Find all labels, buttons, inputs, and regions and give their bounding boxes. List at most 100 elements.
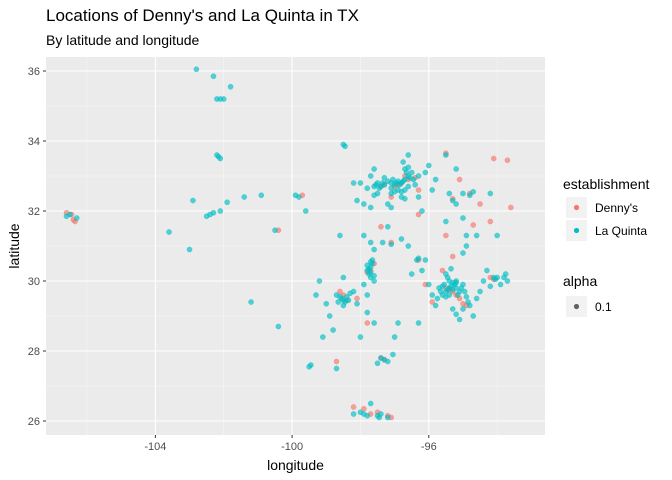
point-laquinta: [408, 169, 415, 176]
point-laquinta: [364, 412, 371, 419]
point-laquinta: [74, 215, 80, 221]
point-laquinta: [463, 293, 470, 300]
point-laquinta: [308, 362, 314, 368]
grid-minor: [46, 57, 545, 435]
point-laquinta: [379, 239, 386, 246]
point-laquinta: [345, 297, 352, 303]
point-laquinta: [455, 292, 461, 298]
point-laquinta: [371, 183, 377, 190]
point-laquinta: [448, 265, 454, 272]
point-laquinta: [248, 299, 254, 305]
point-laquinta: [207, 211, 213, 218]
point-dennys: [504, 157, 511, 163]
point-laquinta: [477, 288, 483, 295]
point-laquinta: [367, 239, 374, 246]
point-laquinta: [453, 311, 459, 317]
point-laquinta: [429, 187, 435, 193]
point-laquinta: [357, 180, 364, 186]
point-dennys: [456, 176, 463, 183]
point-laquinta: [460, 306, 466, 312]
point-laquinta: [460, 215, 466, 221]
y-axis-title: latitude: [6, 223, 22, 268]
y-tick-label: 26: [28, 416, 40, 428]
point-laquinta: [313, 292, 319, 298]
point-dennys: [470, 222, 476, 228]
point-laquinta: [323, 300, 330, 307]
point-laquinta: [371, 278, 377, 284]
point-laquinta: [330, 327, 336, 333]
point-laquinta: [364, 292, 371, 298]
y-tick-label: 28: [28, 346, 40, 358]
point-laquinta: [385, 178, 391, 184]
point-dennys: [449, 253, 456, 260]
point-laquinta: [453, 166, 459, 172]
point-laquinta: [361, 281, 367, 288]
point-laquinta: [193, 66, 200, 73]
point-laquinta: [461, 288, 468, 295]
point-laquinta: [453, 201, 459, 207]
point-laquinta: [408, 271, 415, 277]
point-laquinta: [484, 267, 490, 274]
point-dennys: [415, 187, 422, 193]
point-laquinta: [385, 201, 391, 207]
point-laquinta: [371, 272, 377, 279]
point-laquinta: [419, 208, 425, 214]
point-laquinta: [340, 302, 347, 309]
point-laquinta: [342, 143, 348, 149]
point-laquinta: [364, 309, 371, 316]
point-laquinta: [412, 181, 418, 188]
point-laquinta: [388, 190, 394, 197]
point-laquinta: [463, 232, 470, 239]
point-dennys: [508, 204, 514, 211]
point-laquinta: [494, 274, 500, 281]
point-laquinta: [320, 334, 326, 340]
point-laquinta: [364, 185, 371, 191]
point-laquinta: [446, 190, 453, 197]
data-points: [63, 66, 514, 421]
point-laquinta: [63, 213, 70, 219]
point-dennys: [490, 155, 497, 162]
legend-label-alpha: 0.1: [595, 300, 612, 314]
point-laquinta: [337, 232, 343, 239]
point-laquinta: [272, 227, 278, 233]
point-laquinta: [369, 257, 376, 263]
point-laquinta: [426, 281, 432, 288]
point-laquinta: [487, 283, 494, 289]
point-laquinta: [361, 232, 367, 239]
point-dennys: [443, 232, 449, 239]
point-laquinta: [463, 243, 470, 249]
point-laquinta: [429, 292, 435, 298]
point-laquinta: [405, 152, 412, 158]
point-laquinta: [367, 400, 374, 407]
point-laquinta: [470, 313, 476, 319]
point-laquinta: [422, 257, 429, 263]
x-tick-label: -104: [144, 441, 166, 453]
point-laquinta: [449, 197, 456, 204]
point-laquinta: [333, 292, 340, 298]
point-laquinta: [487, 190, 494, 197]
point-laquinta: [224, 199, 230, 205]
point-laquinta: [376, 185, 382, 191]
x-axis-title: longitude: [267, 457, 324, 473]
chart-subtitle: By latitude and longitude: [46, 32, 200, 48]
point-laquinta: [415, 194, 422, 200]
point-laquinta: [367, 173, 374, 179]
x-axis-ticks: -104 -100 -96: [144, 435, 437, 453]
point-dennys: [364, 320, 371, 326]
point-laquinta: [258, 192, 265, 198]
point-laquinta: [354, 197, 360, 204]
point-laquinta: [480, 278, 487, 284]
point-laquinta: [432, 302, 439, 309]
y-tick-label: 34: [28, 136, 40, 148]
point-laquinta: [467, 192, 473, 198]
point-laquinta: [458, 285, 465, 291]
point-dennys: [333, 358, 340, 365]
point-laquinta: [388, 241, 394, 247]
point-laquinta: [449, 306, 456, 312]
point-laquinta: [378, 411, 384, 417]
point-laquinta: [405, 243, 412, 249]
point-laquinta: [426, 162, 432, 169]
point-laquinta: [390, 351, 396, 358]
point-laquinta: [473, 295, 480, 302]
x-tick-label: -100: [281, 441, 303, 453]
